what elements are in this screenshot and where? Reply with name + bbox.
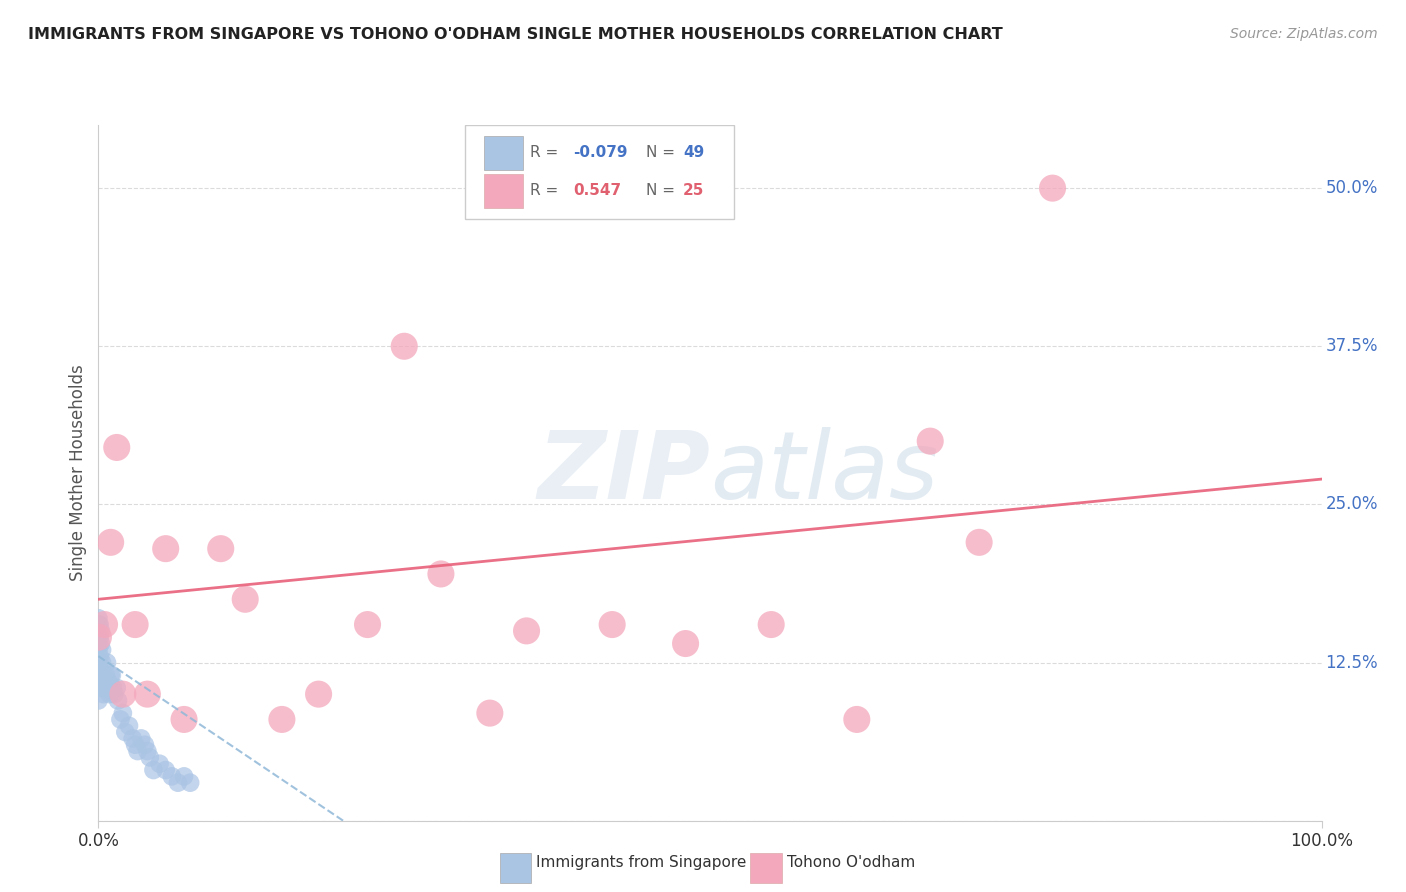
Point (675, 636, 697, 650)
Point (87, 693, 110, 707)
Point (134, 738, 156, 752)
Point (91, 656, 114, 670)
FancyBboxPatch shape (484, 136, 523, 169)
Point (124, 738, 146, 752)
Point (129, 731, 152, 746)
Point (90, 674, 112, 689)
Point (308, 687, 330, 701)
Point (149, 756, 172, 771)
Point (89, 630, 111, 644)
Text: atlas: atlas (710, 427, 938, 518)
Text: N =: N = (647, 184, 681, 199)
Point (179, 775, 201, 789)
Point (173, 769, 195, 783)
Point (94, 668, 117, 682)
Point (155, 763, 177, 777)
Y-axis label: Single Mother Households: Single Mother Households (69, 365, 87, 581)
Point (111, 687, 134, 701)
Point (87, 674, 110, 689)
Point (270, 713, 294, 727)
Point (600, 617, 623, 632)
FancyBboxPatch shape (484, 174, 523, 208)
Point (155, 541, 177, 556)
Point (356, 617, 378, 632)
Point (87, 643, 110, 657)
Point (142, 763, 165, 777)
Point (107, 693, 129, 707)
Point (97, 674, 120, 689)
Point (105, 681, 128, 695)
Point (91, 643, 114, 657)
Point (100, 681, 122, 695)
Point (87, 630, 110, 644)
Text: ZIP: ZIP (537, 426, 710, 519)
Point (89, 617, 111, 632)
Point (87, 611, 110, 625)
Point (89, 662, 111, 676)
Point (105, 441, 128, 455)
Point (111, 706, 134, 720)
Point (430, 566, 453, 581)
Point (90, 624, 112, 638)
Point (91, 687, 114, 701)
Text: IMMIGRANTS FROM SINGAPORE VS TOHONO O'ODHAM SINGLE MOTHER HOUSEHOLDS CORRELATION: IMMIGRANTS FROM SINGAPORE VS TOHONO O'OD… (28, 27, 1002, 42)
Point (110, 713, 132, 727)
Text: N =: N = (647, 145, 681, 161)
Point (845, 713, 868, 727)
Point (96, 656, 118, 670)
Point (124, 617, 146, 632)
Point (90, 636, 112, 650)
Point (136, 687, 159, 701)
FancyBboxPatch shape (465, 125, 734, 219)
Point (761, 617, 783, 632)
Text: R =: R = (530, 145, 564, 161)
Text: -0.079: -0.079 (574, 145, 627, 161)
Text: 50.0%: 50.0% (1326, 179, 1378, 197)
Text: 25: 25 (683, 184, 704, 199)
Point (209, 541, 232, 556)
Point (87, 630, 110, 644)
Point (103, 687, 125, 701)
FancyBboxPatch shape (751, 854, 782, 882)
Point (139, 750, 162, 764)
Point (87, 617, 110, 632)
Text: Source: ZipAtlas.com: Source: ZipAtlas.com (1230, 27, 1378, 41)
Point (121, 731, 143, 746)
Point (100, 668, 122, 682)
Point (89, 649, 111, 664)
Text: Tohono O'odham: Tohono O'odham (787, 855, 915, 870)
Point (392, 339, 416, 353)
Text: 12.5%: 12.5% (1326, 654, 1378, 672)
Point (93, 617, 115, 632)
Point (114, 725, 136, 739)
Point (160, 769, 183, 783)
Point (89, 668, 111, 682)
Point (101, 681, 124, 695)
Point (127, 744, 149, 758)
Point (101, 668, 124, 682)
Text: 25.0%: 25.0% (1326, 495, 1378, 514)
Point (87, 681, 110, 695)
Point (118, 719, 141, 733)
Point (1042, 181, 1064, 195)
Point (136, 744, 159, 758)
Point (167, 775, 190, 789)
Point (87, 656, 110, 670)
Text: 49: 49 (683, 145, 704, 161)
Text: 0.547: 0.547 (574, 184, 621, 199)
Point (515, 624, 537, 638)
Text: Immigrants from Singapore: Immigrants from Singapore (536, 855, 747, 870)
Text: 37.5%: 37.5% (1326, 337, 1378, 355)
Point (478, 706, 501, 720)
Point (233, 592, 256, 607)
Point (967, 535, 990, 549)
FancyBboxPatch shape (499, 854, 531, 882)
Point (100, 535, 122, 549)
Point (173, 713, 195, 727)
Point (98, 687, 121, 701)
Point (93, 681, 115, 695)
Point (920, 434, 942, 449)
Text: R =: R = (530, 184, 564, 199)
